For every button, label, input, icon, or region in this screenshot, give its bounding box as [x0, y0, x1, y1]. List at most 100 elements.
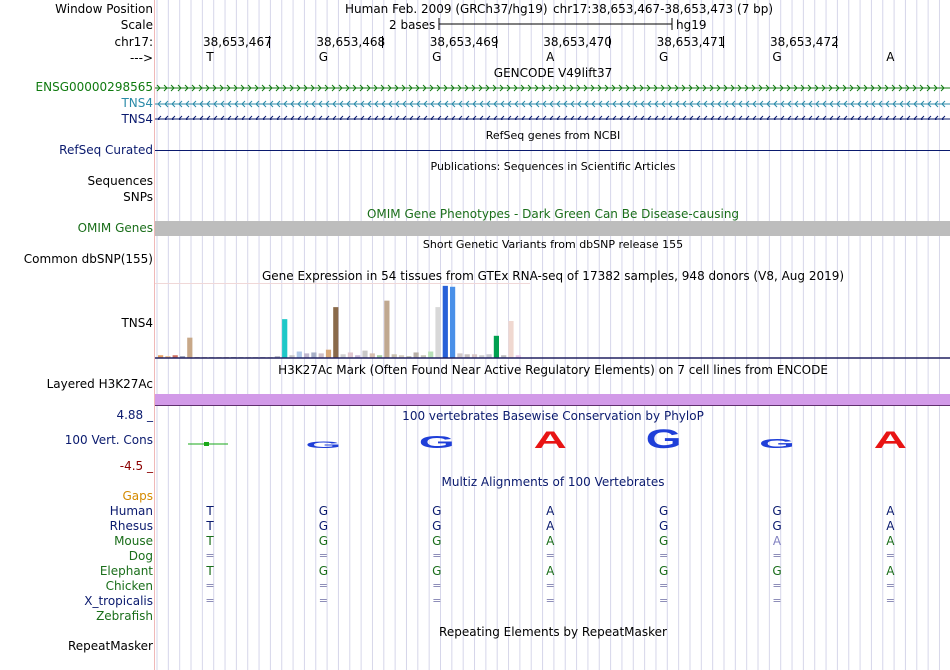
strand-chevron	[612, 115, 617, 120]
alignment-base: G	[318, 534, 329, 548]
strand-chevron	[815, 100, 820, 108]
strand-chevron	[443, 84, 448, 92]
strand-chevron	[471, 84, 476, 92]
strand-chevron	[836, 100, 841, 108]
strand-chevron	[640, 100, 645, 108]
label-ensg[interactable]: ENSG00000298565	[35, 80, 153, 94]
strand-chevron	[485, 84, 490, 92]
strand-chevron	[723, 84, 728, 92]
strand-chevron	[269, 100, 274, 108]
strand-chevron	[598, 100, 603, 108]
gtex-tissue-bar	[391, 354, 397, 358]
strand-chevron	[472, 115, 477, 120]
species-label[interactable]: Rhesus	[109, 519, 153, 533]
strand-chevron	[254, 84, 259, 92]
strand-chevron	[549, 100, 554, 108]
label-layered-h3k27ac[interactable]: Layered H3K27Ac	[46, 377, 153, 391]
gtex-tissue-bar	[420, 355, 426, 358]
species-label[interactable]: Mouse	[114, 534, 153, 548]
ruler-tick	[382, 36, 384, 48]
h3k27ac-bar[interactable]	[155, 394, 950, 405]
phylop-title: 100 vertebrates Basewise Conservation by…	[402, 409, 704, 423]
alignment-base: G	[432, 564, 442, 578]
strand-chevron	[479, 115, 484, 120]
strand-chevron	[353, 100, 358, 108]
strand-chevron	[857, 100, 862, 108]
gene-feature-lines[interactable]	[155, 80, 950, 120]
alignment-base: =	[885, 579, 895, 592]
species-label[interactable]: Elephant	[99, 564, 153, 578]
label-scale[interactable]: Scale	[120, 18, 153, 32]
strand-chevron	[430, 100, 435, 108]
strand-chevron	[156, 84, 161, 92]
species-label[interactable]: Human	[109, 504, 153, 518]
strand-chevron	[171, 115, 176, 120]
label-chrom[interactable]: chr17:	[114, 35, 153, 49]
strand-chevron	[913, 115, 918, 120]
label-snps[interactable]: SNPs	[123, 190, 153, 204]
strand-chevron	[696, 115, 701, 120]
label-sequences[interactable]: Sequences	[87, 174, 153, 188]
track-labels: Window Position Scale chr17: ---> ENSG00…	[0, 0, 155, 670]
label-tns4-gtex[interactable]: TNS4	[121, 316, 153, 330]
strand-chevron	[500, 100, 505, 108]
alignment-base: A	[546, 519, 555, 533]
species-label[interactable]: Chicken	[105, 579, 153, 593]
assembly-title: Human Feb. 2009 (GRCh37/hg19)	[345, 2, 548, 16]
strand-chevron	[934, 115, 939, 120]
strand-chevron	[450, 84, 455, 92]
strand-chevron	[486, 100, 491, 108]
omim-bar[interactable]	[155, 221, 950, 236]
gtex-bar-chart[interactable]	[155, 283, 950, 359]
strand-chevron	[493, 100, 498, 108]
species-label[interactable]: X_tropicalis	[84, 594, 153, 608]
strand-chevron	[528, 100, 533, 108]
multiz-title: Multiz Alignments of 100 Vertebrates	[441, 475, 665, 489]
label-strand[interactable]: --->	[129, 51, 153, 65]
strand-chevron	[178, 100, 183, 108]
cons-max-value: 4.88 _	[116, 408, 153, 422]
label-tns4-b[interactable]: TNS4	[121, 112, 153, 126]
strand-chevron	[164, 115, 169, 120]
species-label[interactable]: Dog	[128, 549, 153, 563]
strand-chevron	[192, 100, 197, 108]
base-grid-lines	[156, 0, 940, 670]
refseq-line[interactable]	[155, 150, 950, 151]
strand-chevron	[541, 84, 546, 92]
label-common-dbsnp[interactable]: Common dbSNP(155)	[23, 252, 153, 266]
alignment-base: =	[885, 549, 895, 562]
track-area[interactable]: Human Feb. 2009 (GRCh37/hg19) chr17:38,6…	[155, 0, 950, 670]
strand-chevron	[891, 84, 896, 92]
strand-chevron	[927, 115, 932, 120]
alignment-base: =	[545, 549, 555, 562]
label-gaps[interactable]: Gaps	[122, 489, 153, 503]
strand-chevron	[773, 100, 778, 108]
gtex-tissue-bar	[355, 355, 361, 358]
strand-chevron	[178, 115, 183, 120]
strand-chevron	[926, 84, 931, 92]
strand-chevron	[710, 115, 715, 120]
strand-chevron	[745, 100, 750, 108]
species-label[interactable]: Zebrafish	[96, 609, 153, 623]
label-100-vert-cons[interactable]: 100 Vert. Cons	[64, 433, 153, 447]
strand-chevron	[689, 100, 694, 108]
strand-chevron	[660, 84, 665, 92]
strand-chevron	[801, 115, 806, 120]
alignment-base: =	[205, 549, 215, 562]
strand-chevron	[808, 115, 813, 120]
strand-chevron	[892, 115, 897, 120]
strand-chevron	[562, 84, 567, 92]
strand-chevron	[906, 115, 911, 120]
label-refseq-curated[interactable]: RefSeq Curated	[59, 143, 153, 157]
label-window-position[interactable]: Window Position	[55, 2, 153, 16]
strand-chevron	[430, 115, 435, 120]
gtex-tissue-bar	[289, 355, 295, 358]
label-repeatmasker[interactable]: RepeatMasker	[67, 639, 153, 653]
label-tns4-a[interactable]: TNS4	[121, 96, 153, 110]
alignment-base: =	[318, 594, 328, 607]
label-omim-genes[interactable]: OMIM Genes	[77, 221, 153, 235]
strand-chevron	[821, 84, 826, 92]
alignment-base: =	[772, 579, 782, 592]
strand-chevron	[822, 115, 827, 120]
